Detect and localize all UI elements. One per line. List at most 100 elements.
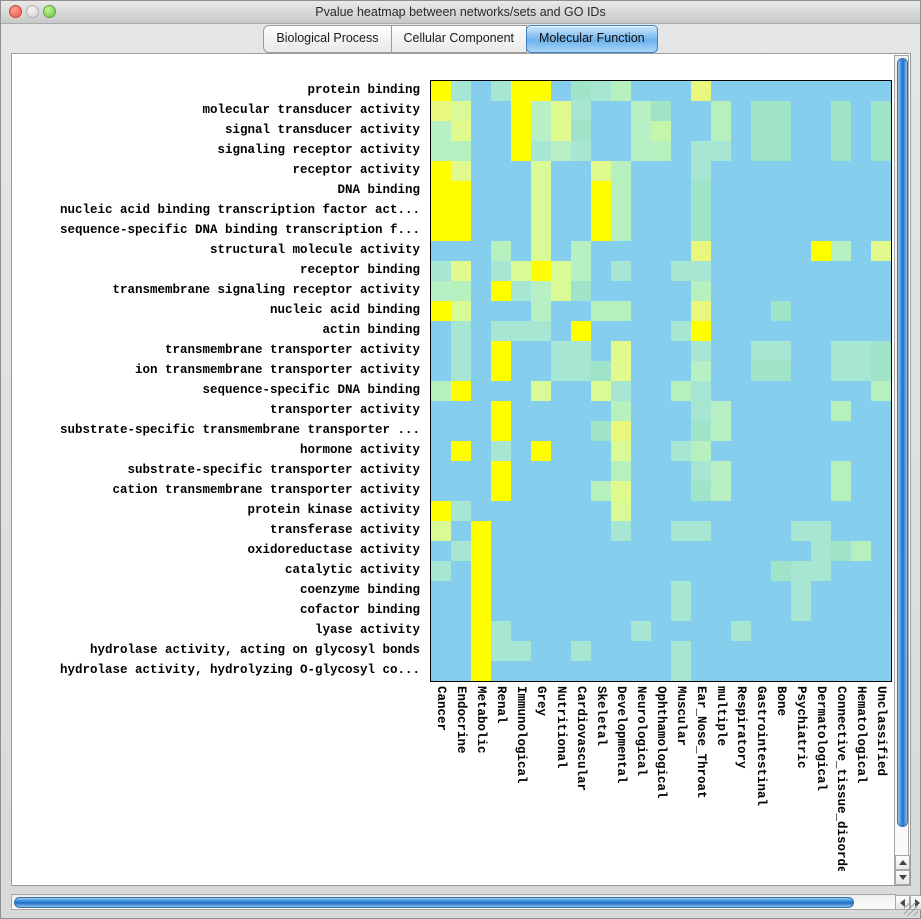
- heatmap-cell[interactable]: [631, 421, 651, 441]
- heatmap-cell[interactable]: [531, 141, 551, 161]
- heatmap-cell[interactable]: [711, 641, 731, 661]
- vertical-scrollbar[interactable]: [894, 55, 910, 885]
- heatmap-cell[interactable]: [571, 541, 591, 561]
- heatmap-cell[interactable]: [731, 481, 751, 501]
- heatmap-cell[interactable]: [771, 521, 791, 541]
- heatmap-cell[interactable]: [691, 421, 711, 441]
- heatmap-cell[interactable]: [771, 281, 791, 301]
- heatmap-cell[interactable]: [691, 261, 711, 281]
- heatmap-cell[interactable]: [451, 241, 471, 261]
- heatmap-cell[interactable]: [671, 621, 691, 641]
- heatmap-cell[interactable]: [691, 361, 711, 381]
- heatmap-cell[interactable]: [551, 341, 571, 361]
- heatmap-cell[interactable]: [771, 301, 791, 321]
- heatmap-cell[interactable]: [691, 241, 711, 261]
- heatmap-cell[interactable]: [791, 101, 811, 121]
- heatmap-cell[interactable]: [551, 661, 571, 681]
- heatmap-cell[interactable]: [771, 601, 791, 621]
- heatmap-cell[interactable]: [671, 261, 691, 281]
- heatmap-cell[interactable]: [531, 281, 551, 301]
- heatmap-cell[interactable]: [471, 181, 491, 201]
- heatmap-cell[interactable]: [551, 281, 571, 301]
- heatmap-cell[interactable]: [851, 181, 871, 201]
- heatmap-cell[interactable]: [831, 461, 851, 481]
- heatmap-cell[interactable]: [571, 341, 591, 361]
- heatmap-cell[interactable]: [691, 121, 711, 141]
- heatmap-cell[interactable]: [551, 301, 571, 321]
- heatmap-cell[interactable]: [771, 641, 791, 661]
- heatmap-cell[interactable]: [731, 601, 751, 621]
- heatmap-cell[interactable]: [551, 161, 571, 181]
- heatmap-cell[interactable]: [511, 641, 531, 661]
- heatmap-cell[interactable]: [771, 341, 791, 361]
- heatmap-cell[interactable]: [631, 201, 651, 221]
- heatmap-cell[interactable]: [811, 441, 831, 461]
- heatmap-cell[interactable]: [611, 581, 631, 601]
- heatmap-cell[interactable]: [651, 641, 671, 661]
- heatmap-cell[interactable]: [511, 161, 531, 181]
- heatmap-cell[interactable]: [591, 81, 611, 101]
- heatmap-cell[interactable]: [491, 541, 511, 561]
- heatmap-cell[interactable]: [511, 121, 531, 141]
- heatmap-cell[interactable]: [731, 541, 751, 561]
- heatmap-cell[interactable]: [851, 501, 871, 521]
- heatmap-cell[interactable]: [851, 581, 871, 601]
- heatmap-cell[interactable]: [531, 581, 551, 601]
- heatmap-cell[interactable]: [671, 141, 691, 161]
- heatmap-cell[interactable]: [871, 581, 891, 601]
- heatmap-cell[interactable]: [851, 601, 871, 621]
- heatmap-cell[interactable]: [611, 541, 631, 561]
- heatmap-cell[interactable]: [651, 441, 671, 461]
- heatmap-cell[interactable]: [691, 341, 711, 361]
- heatmap-cell[interactable]: [531, 241, 551, 261]
- heatmap-cell[interactable]: [771, 581, 791, 601]
- heatmap-cell[interactable]: [491, 581, 511, 601]
- heatmap-cell[interactable]: [471, 221, 491, 241]
- heatmap-cell[interactable]: [831, 101, 851, 121]
- heatmap-cell[interactable]: [611, 81, 631, 101]
- heatmap-cell[interactable]: [671, 281, 691, 301]
- heatmap-cell[interactable]: [791, 381, 811, 401]
- heatmap-cell[interactable]: [591, 541, 611, 561]
- heatmap-cell[interactable]: [651, 481, 671, 501]
- heatmap-cell[interactable]: [471, 641, 491, 661]
- heatmap-cell[interactable]: [631, 641, 651, 661]
- heatmap-cell[interactable]: [671, 541, 691, 561]
- heatmap-cell[interactable]: [531, 641, 551, 661]
- heatmap-cell[interactable]: [831, 81, 851, 101]
- heatmap-cell[interactable]: [811, 361, 831, 381]
- heatmap-cell[interactable]: [751, 261, 771, 281]
- heatmap-cell[interactable]: [571, 321, 591, 341]
- heatmap-cell[interactable]: [571, 101, 591, 121]
- heatmap-cell[interactable]: [451, 581, 471, 601]
- heatmap-cell[interactable]: [591, 121, 611, 141]
- heatmap-cell[interactable]: [631, 121, 651, 141]
- heatmap-cell[interactable]: [771, 621, 791, 641]
- heatmap-cell[interactable]: [471, 541, 491, 561]
- heatmap-cell[interactable]: [551, 221, 571, 241]
- heatmap-cell[interactable]: [431, 321, 451, 341]
- heatmap-cell[interactable]: [711, 561, 731, 581]
- heatmap-cell[interactable]: [471, 381, 491, 401]
- heatmap-cell[interactable]: [431, 501, 451, 521]
- heatmap-cell[interactable]: [591, 581, 611, 601]
- heatmap-cell[interactable]: [691, 661, 711, 681]
- heatmap-cell[interactable]: [711, 661, 731, 681]
- heatmap-cell[interactable]: [731, 181, 751, 201]
- heatmap-cell[interactable]: [791, 461, 811, 481]
- heatmap-cell[interactable]: [431, 81, 451, 101]
- heatmap-cell[interactable]: [751, 301, 771, 321]
- heatmap-cell[interactable]: [451, 401, 471, 421]
- heatmap-cell[interactable]: [671, 501, 691, 521]
- heatmap-cell[interactable]: [491, 441, 511, 461]
- heatmap-cell[interactable]: [831, 601, 851, 621]
- heatmap-cell[interactable]: [731, 161, 751, 181]
- heatmap-cell[interactable]: [871, 521, 891, 541]
- heatmap-cell[interactable]: [691, 441, 711, 461]
- heatmap-cell[interactable]: [631, 81, 651, 101]
- heatmap-cell[interactable]: [711, 261, 731, 281]
- heatmap-cell[interactable]: [491, 461, 511, 481]
- heatmap-cell[interactable]: [651, 301, 671, 321]
- heatmap-cell[interactable]: [591, 521, 611, 541]
- heatmap-cell[interactable]: [591, 441, 611, 461]
